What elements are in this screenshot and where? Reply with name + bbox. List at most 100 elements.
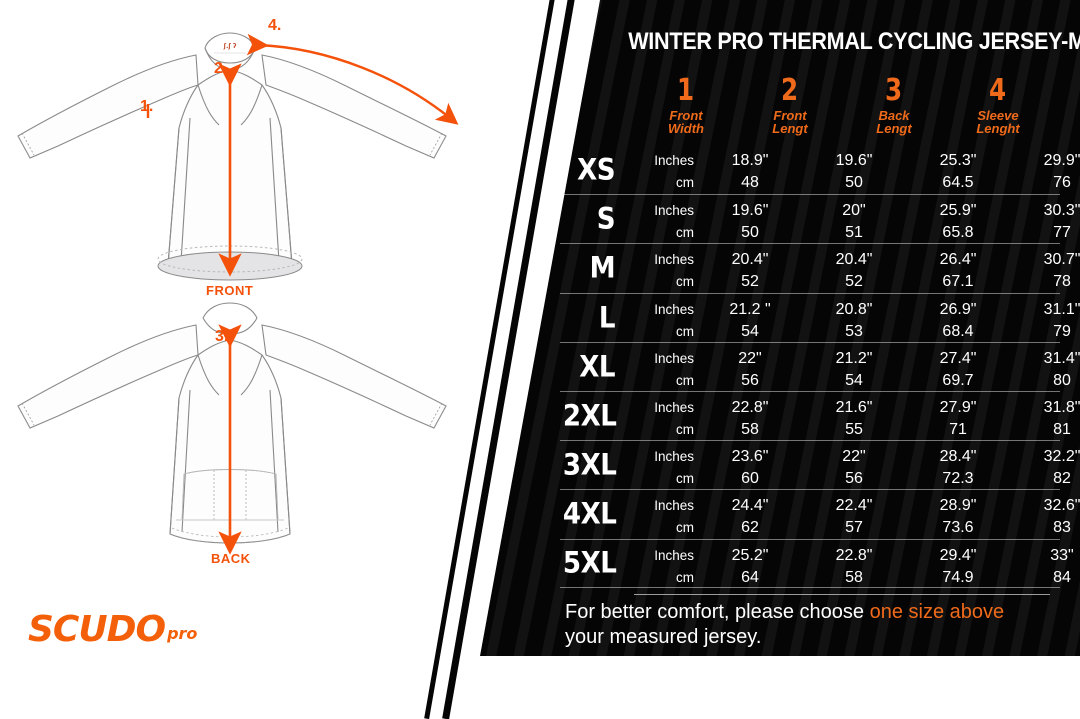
- unit-column: Inches cm: [632, 397, 694, 441]
- value-cm: 50: [845, 174, 863, 191]
- measurement-cell: 32.2" 82: [1010, 446, 1080, 490]
- value-cm: 76: [1053, 174, 1071, 191]
- measurement-cell: 18.9" 48: [698, 150, 802, 194]
- measurement-cell: 27.9" 71: [906, 397, 1010, 441]
- value-inches: 18.9": [731, 152, 769, 169]
- value-inches: 22.8": [835, 546, 873, 564]
- value-cm: 54: [845, 371, 863, 389]
- footer-text-part2: your measured jersey.: [565, 626, 762, 648]
- unit-inches: Inches: [654, 449, 694, 465]
- unit-inches: Inches: [654, 399, 694, 415]
- value-inches: 29.4": [939, 546, 977, 564]
- measurement-cell: 32.6" 83: [1010, 495, 1080, 539]
- value-cm: 65.8: [942, 224, 974, 242]
- unit-column: Inches cm: [632, 348, 694, 392]
- value-cm: 54: [741, 322, 759, 340]
- page-title: WINTER PRO THERMAL CYCLING JERSEY-MAN: [628, 28, 1080, 55]
- value-inches: 31.4": [1043, 349, 1080, 367]
- measurement-cell: 30.3" 77: [1010, 200, 1080, 244]
- unit-column: Inches cm: [632, 495, 694, 539]
- table-row: XS Inches cm 18.9" 48 19.6" 50 25.3" 64.5 29.9" 76: [560, 145, 1080, 194]
- value-cm: 50: [741, 224, 759, 242]
- value-cm: 81: [1053, 420, 1071, 438]
- size-label: 3XL: [562, 447, 617, 482]
- value-inches: 21.2": [835, 349, 873, 367]
- value-cm: 79: [1053, 322, 1071, 340]
- unit-cm: cm: [676, 372, 694, 388]
- table-row: XL Inches cm 22" 56 21.2" 54 27.4" 69.7 31.4" 80: [560, 341, 1080, 392]
- unit-inches: Inches: [654, 301, 694, 317]
- value-inches: 25.2": [731, 546, 769, 564]
- size-label: S: [596, 201, 616, 236]
- measurement-cell: 21.6" 55: [802, 397, 906, 441]
- value-cm: 53: [845, 322, 863, 340]
- value-inches: 21.6": [835, 398, 873, 416]
- unit-cm: cm: [676, 175, 694, 190]
- table-row: 4XL Inches cm 24.4" 62 22.4" 57 28.9" 73.6 32.6" 8…: [560, 489, 1080, 539]
- value-cm: 68.4: [942, 322, 974, 340]
- value-cm: 58: [845, 568, 863, 586]
- value-cm: 51: [845, 224, 863, 242]
- measurement-cell: 33" 84: [1010, 545, 1080, 589]
- column-number-3: 3: [885, 73, 903, 108]
- value-cm: 56: [845, 470, 863, 488]
- unit-column: Inches cm: [632, 249, 694, 293]
- measurement-cell: 19.6" 50: [802, 150, 906, 194]
- size-label: L: [598, 300, 616, 335]
- column-header-4: 4 Sleeve Lenght: [946, 76, 1050, 135]
- column-number-4: 4: [989, 73, 1007, 108]
- value-cm: 84: [1053, 568, 1071, 586]
- value-cm: 56: [741, 371, 759, 389]
- value-cm: 72.3: [942, 470, 974, 488]
- value-inches: 26.4": [939, 251, 977, 269]
- measurement-cell: 22.8" 58: [698, 397, 802, 441]
- column-number-1: 1: [677, 73, 695, 108]
- size-label: M: [589, 250, 616, 285]
- front-view-label: FRONT: [206, 283, 254, 298]
- footer-highlight: one size above: [869, 601, 1005, 623]
- column-header-3: 3 Back Lengt: [842, 76, 946, 135]
- measurement-cell: 28.4" 72.3: [906, 446, 1010, 490]
- value-cm: 52: [741, 273, 759, 291]
- value-cm: 69.7: [942, 371, 974, 389]
- diagonal-stripes-texture: [480, 0, 1080, 656]
- measurement-cell: 22" 56: [802, 446, 906, 490]
- value-cm: 73.6: [942, 519, 974, 537]
- value-cm: 48: [741, 174, 759, 191]
- value-inches: 20.4": [835, 251, 873, 269]
- table-row: L Inches cm 21.2 " 54 20.8" 53 26.9" 68.4 31.1" 79: [560, 292, 1080, 342]
- size-chart-page: ʃ.ʃ ʔ: [17, 0, 1080, 719]
- size-table-panel: [480, 0, 1080, 656]
- measurement-cell: 25.2" 64: [698, 545, 802, 589]
- measurement-cell: 26.4" 67.1: [906, 249, 1010, 293]
- size-label: 5XL: [562, 545, 617, 580]
- value-inches: 30.7": [1043, 251, 1080, 269]
- brand-logo: SCUDO pro: [28, 612, 197, 652]
- collar-tag: ʃ.ʃ ʔ: [214, 43, 246, 54]
- footer-divider: [634, 594, 1050, 595]
- column-label-1: Front Width: [668, 108, 704, 136]
- table-row: S Inches cm 19.6" 50 20" 51 25.9" 65.8 30.3" 77: [560, 194, 1080, 243]
- value-inches: 21.2 ": [729, 300, 771, 318]
- size-table: XS Inches cm 18.9" 48 19.6" 50 25.3" 64.5 29.9" 76…: [560, 145, 1080, 589]
- measurement-cell: 22.8" 58: [802, 545, 906, 589]
- value-cm: 58: [741, 420, 759, 438]
- measurement-cell: 21.2" 54: [802, 348, 906, 392]
- footer-note: For better comfort, please choose one si…: [565, 600, 1065, 650]
- value-inches: 24.4": [731, 497, 769, 515]
- jersey-diagram-panel: ʃ.ʃ ʔ: [17, 17, 459, 652]
- unit-cm: cm: [676, 421, 694, 437]
- measurement-cell: 22" 56: [698, 348, 802, 392]
- size-label: XS: [577, 152, 616, 187]
- value-cm: 78: [1053, 273, 1071, 291]
- value-inches: 20": [842, 202, 866, 220]
- value-cm: 71: [949, 420, 967, 438]
- back-view-label: BACK: [211, 551, 251, 566]
- measurement-cell: 20.4" 52: [802, 249, 906, 293]
- value-inches: 31.8": [1043, 398, 1080, 416]
- value-cm: 82: [1053, 470, 1071, 488]
- measurement-cell: 25.3" 64.5: [906, 150, 1010, 194]
- value-inches: 32.6": [1043, 497, 1080, 515]
- measurement-cell: 30.7" 78: [1010, 249, 1080, 293]
- marker-4: 4.: [268, 17, 282, 34]
